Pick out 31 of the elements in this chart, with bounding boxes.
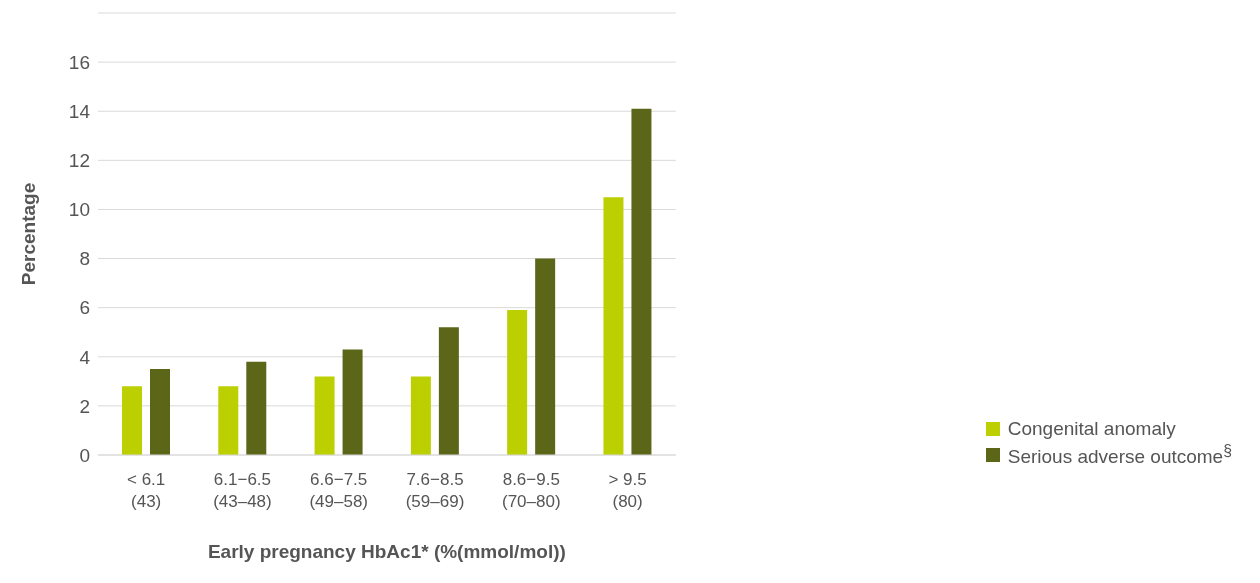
y-tick-label: 2 bbox=[79, 395, 90, 417]
y-tick-label: 14 bbox=[68, 100, 91, 122]
x-tick-label: < 6.1 (43) bbox=[127, 470, 166, 511]
y-axis-title: Percentage bbox=[17, 182, 39, 286]
y-tick-label: 4 bbox=[79, 346, 91, 368]
x-tick-label: > 9.5 (80) bbox=[608, 470, 647, 511]
bar bbox=[314, 376, 335, 455]
bar bbox=[438, 327, 459, 455]
y-tick-label: 0 bbox=[79, 444, 90, 466]
x-tick-label: 6.6−7.5 (49–58) bbox=[309, 470, 369, 511]
bar bbox=[342, 349, 363, 455]
y-tick-label: 16 bbox=[68, 51, 90, 73]
bar bbox=[603, 197, 624, 455]
bar bbox=[150, 369, 170, 455]
bar bbox=[631, 108, 652, 455]
y-tick-label: 6 bbox=[79, 297, 90, 319]
x-tick-label: 8.6−9.5 (70–80) bbox=[502, 470, 561, 511]
y-tick-label: 8 bbox=[79, 248, 90, 270]
bar bbox=[218, 386, 239, 455]
legend-label: Congenital anomaly bbox=[1007, 418, 1176, 440]
x-tick-label: 7.6−8.5 (59–69) bbox=[405, 470, 465, 511]
x-axis-title: Early pregnancy HbAc1* (%(mmol/mol)) bbox=[207, 541, 566, 563]
bar bbox=[246, 361, 267, 455]
y-tick-label: 10 bbox=[68, 199, 90, 221]
bar bbox=[507, 310, 528, 455]
bar bbox=[535, 258, 556, 455]
bar bbox=[122, 386, 142, 455]
x-tick-label: 6.1−6.5 (43–48) bbox=[213, 470, 272, 511]
y-tick-label: 12 bbox=[68, 150, 90, 172]
bar bbox=[410, 376, 431, 455]
legend-label: Serious adverse outcome$^{§}$ bbox=[1007, 442, 1232, 469]
